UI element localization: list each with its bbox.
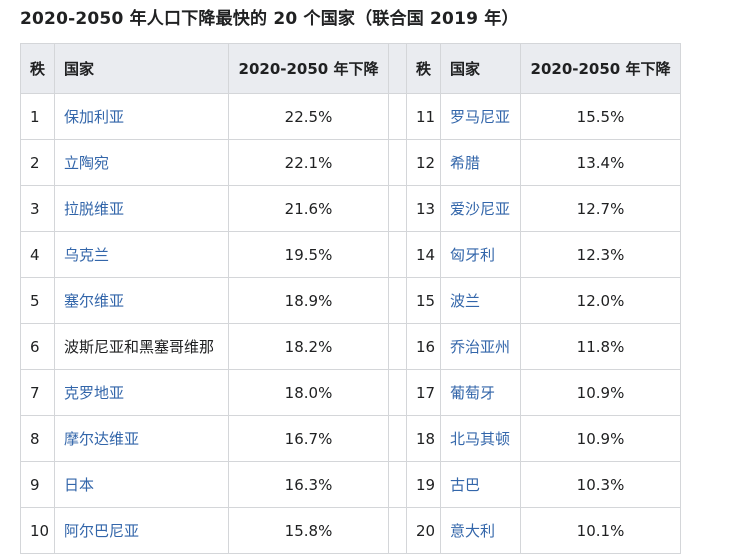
decline-cell: 15.5% [520, 93, 681, 140]
decline-cell: 11.8% [520, 323, 681, 370]
decline-cell: 16.7% [228, 415, 389, 462]
country-link[interactable]: 塞尔维亚 [54, 277, 229, 324]
header-rank[interactable]: 秩 [20, 43, 55, 94]
header-country-right[interactable]: 国家 [440, 43, 521, 94]
rank-cell: 12 [406, 139, 441, 186]
rank-cell: 1 [20, 93, 55, 140]
table-row: 10 阿尔巴尼亚 15.8% 20 意大利 10.1% [20, 507, 681, 554]
table-row: 9 日本 16.3% 19 古巴 10.3% [20, 461, 681, 508]
table-row: 4 乌克兰 19.5% 14 匈牙利 12.3% [20, 231, 681, 278]
rank-cell: 7 [20, 369, 55, 416]
header-decline-right[interactable]: 2020-2050 年下降 [520, 43, 681, 94]
rank-cell: 11 [406, 93, 441, 140]
rank-cell: 10 [20, 507, 55, 554]
column-separator [388, 507, 407, 554]
table-row: 3 拉脱维亚 21.6% 13 爱沙尼亚 12.7% [20, 185, 681, 232]
column-separator [388, 139, 407, 186]
country-link[interactable]: 意大利 [440, 507, 521, 554]
header-rank-right[interactable]: 秩 [406, 43, 441, 94]
decline-cell: 12.3% [520, 231, 681, 278]
page-title: 2020-2050 年人口下降最快的 20 个国家（联合国 2019 年） [20, 9, 519, 29]
table-row: 8 摩尔达维亚 16.7% 18 北马其顿 10.9% [20, 415, 681, 462]
decline-cell: 10.3% [520, 461, 681, 508]
country-link[interactable]: 罗马尼亚 [440, 93, 521, 140]
rank-cell: 17 [406, 369, 441, 416]
column-separator [388, 231, 407, 278]
country-link[interactable]: 摩尔达维亚 [54, 415, 229, 462]
column-separator [388, 415, 407, 462]
table-row: 1 保加利亚 22.5% 11 罗马尼亚 15.5% [20, 93, 681, 140]
header-decline[interactable]: 2020-2050 年下降 [228, 43, 389, 94]
country-link[interactable]: 拉脱维亚 [54, 185, 229, 232]
rank-cell: 9 [20, 461, 55, 508]
country-link[interactable]: 乔治亚州 [440, 323, 521, 370]
column-separator [388, 323, 407, 370]
decline-cell: 13.4% [520, 139, 681, 186]
decline-cell: 18.2% [228, 323, 389, 370]
decline-cell: 10.1% [520, 507, 681, 554]
country-link[interactable]: 匈牙利 [440, 231, 521, 278]
country-link[interactable]: 乌克兰 [54, 231, 229, 278]
rank-cell: 14 [406, 231, 441, 278]
column-separator [388, 93, 407, 140]
table-row: 6 波斯尼亚和黑塞哥维那 18.2% 16 乔治亚州 11.8% [20, 323, 681, 370]
country-link[interactable]: 爱沙尼亚 [440, 185, 521, 232]
country-link[interactable]: 葡萄牙 [440, 369, 521, 416]
decline-cell: 16.3% [228, 461, 389, 508]
country-link[interactable]: 阿尔巴尼亚 [54, 507, 229, 554]
decline-cell: 12.7% [520, 185, 681, 232]
header-separator [388, 43, 407, 94]
header-country[interactable]: 国家 [54, 43, 229, 94]
table-header-row: 秩 国家 2020-2050 年下降 秩 国家 2020-2050 年下降 [20, 43, 681, 94]
column-separator [388, 369, 407, 416]
country-link[interactable]: 立陶宛 [54, 139, 229, 186]
column-separator [388, 461, 407, 508]
decline-cell: 10.9% [520, 369, 681, 416]
rank-cell: 13 [406, 185, 441, 232]
rank-cell: 19 [406, 461, 441, 508]
rank-cell: 8 [20, 415, 55, 462]
decline-cell: 22.1% [228, 139, 389, 186]
country-link[interactable]: 希腊 [440, 139, 521, 186]
decline-cell: 15.8% [228, 507, 389, 554]
decline-cell: 10.9% [520, 415, 681, 462]
rank-cell: 6 [20, 323, 55, 370]
country-link[interactable]: 日本 [54, 461, 229, 508]
decline-cell: 22.5% [228, 93, 389, 140]
column-separator [388, 277, 407, 324]
rank-cell: 20 [406, 507, 441, 554]
decline-cell: 18.0% [228, 369, 389, 416]
rank-cell: 5 [20, 277, 55, 324]
decline-cell: 12.0% [520, 277, 681, 324]
table-row: 5 塞尔维亚 18.9% 15 波兰 12.0% [20, 277, 681, 324]
country-link[interactable]: 古巴 [440, 461, 521, 508]
table-body: 1 保加利亚 22.5% 11 罗马尼亚 15.5% 2 立陶宛 22.1% 12 希腊 13.4% 3… [20, 93, 681, 554]
country-cell: 波斯尼亚和黑塞哥维那 [54, 323, 229, 370]
rank-cell: 15 [406, 277, 441, 324]
table-row: 7 克罗地亚 18.0% 17 葡萄牙 10.9% [20, 369, 681, 416]
decline-cell: 19.5% [228, 231, 389, 278]
decline-cell: 18.9% [228, 277, 389, 324]
table-row: 2 立陶宛 22.1% 12 希腊 13.4% [20, 139, 681, 186]
rank-cell: 4 [20, 231, 55, 278]
country-link[interactable]: 保加利亚 [54, 93, 229, 140]
country-link[interactable]: 波兰 [440, 277, 521, 324]
rank-cell: 18 [406, 415, 441, 462]
country-link[interactable]: 北马其顿 [440, 415, 521, 462]
rank-cell: 16 [406, 323, 441, 370]
rank-cell: 2 [20, 139, 55, 186]
rank-cell: 3 [20, 185, 55, 232]
decline-cell: 21.6% [228, 185, 389, 232]
country-link[interactable]: 克罗地亚 [54, 369, 229, 416]
column-separator [388, 185, 407, 232]
